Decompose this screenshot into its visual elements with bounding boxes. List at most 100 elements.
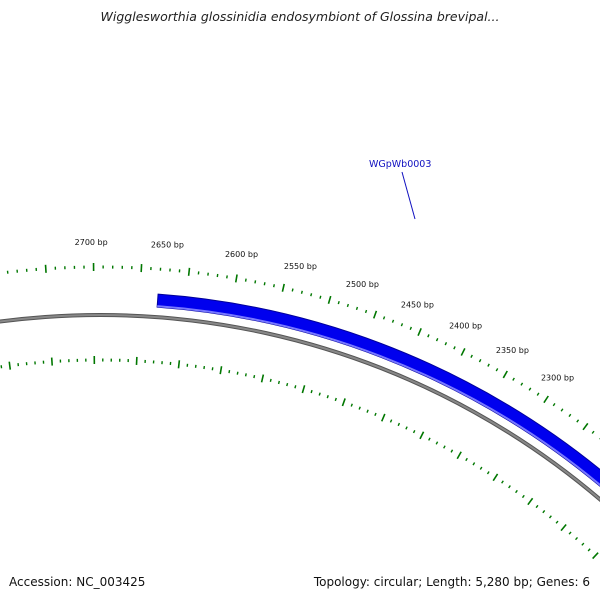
outer-minor-tick xyxy=(300,290,303,294)
inner-minor-tick xyxy=(405,426,408,430)
scale-label: 2300 bp xyxy=(541,374,574,383)
inner-minor-tick xyxy=(435,441,439,445)
inner-minor-tick xyxy=(508,485,511,489)
outer-major-tick xyxy=(502,370,508,379)
outer-minor-tick xyxy=(495,368,499,372)
inner-minor-tick xyxy=(244,373,247,377)
outer-major-tick xyxy=(372,310,378,319)
inner-minor-tick xyxy=(236,371,239,375)
inner-minor-tick xyxy=(374,412,377,417)
gene-arc[interactable] xyxy=(156,293,600,533)
scale-label: 2650 bp xyxy=(151,241,184,250)
inner-minor-tick xyxy=(389,419,393,423)
outer-minor-tick xyxy=(364,309,368,314)
inner-minor-tick xyxy=(443,445,446,449)
scale-label: 2700 bp xyxy=(75,238,108,247)
inner-minor-tick xyxy=(465,457,468,462)
outer-minor-tick xyxy=(409,326,413,330)
map-title: Wigglesworthia glossinidia endosymbiont … xyxy=(100,9,500,24)
accession-label: Accession: NC_003425 xyxy=(9,575,146,589)
inner-minor-tick xyxy=(228,370,231,374)
outer-minor-tick xyxy=(444,342,448,346)
outer-minor-tick xyxy=(453,346,456,350)
inner-major-tick xyxy=(50,357,54,366)
outer-minor-tick xyxy=(427,334,430,338)
scale-label: 2350 bp xyxy=(496,346,529,355)
outer-minor-tick xyxy=(400,323,404,327)
inner-minor-tick xyxy=(269,378,272,383)
inner-minor-tick xyxy=(334,397,337,402)
inner-minor-tick xyxy=(350,403,353,407)
outer-major-tick xyxy=(327,295,332,304)
outer-minor-tick xyxy=(560,408,564,412)
inner-minor-tick xyxy=(574,536,579,541)
outer-minor-tick xyxy=(263,282,266,286)
inner-minor-tick xyxy=(366,409,369,413)
inner-minor-tick xyxy=(294,385,297,389)
inner-major-tick xyxy=(527,497,534,506)
inner-minor-tick xyxy=(277,380,280,385)
scale-label: 2600 bp xyxy=(225,250,258,259)
inner-minor-tick xyxy=(486,471,490,475)
outer-minor-tick xyxy=(528,387,532,391)
gene-arc-inner-edge xyxy=(157,305,600,487)
outer-minor-tick xyxy=(272,284,275,288)
inner-major-tick xyxy=(456,451,462,460)
inner-major-tick xyxy=(260,374,265,383)
outer-minor-tick xyxy=(391,319,395,323)
inner-minor-tick xyxy=(450,449,454,453)
inner-major-tick xyxy=(592,552,599,560)
outer-minor-tick xyxy=(435,338,439,342)
inner-minor-tick xyxy=(326,395,329,399)
outer-major-tick xyxy=(582,422,589,431)
inner-minor-tick xyxy=(310,389,313,394)
inner-minor-tick xyxy=(548,515,552,519)
outer-minor-tick xyxy=(487,363,490,367)
inner-minor-tick xyxy=(555,520,559,524)
inner-minor-tick xyxy=(397,422,401,427)
inner-scale-ticks xyxy=(0,356,600,563)
inner-minor-tick xyxy=(358,406,361,410)
inner-minor-tick xyxy=(318,392,321,396)
outer-minor-tick xyxy=(470,354,473,358)
outer-minor-tick xyxy=(568,413,572,418)
inner-minor-tick xyxy=(412,429,416,434)
outer-minor-tick xyxy=(310,293,313,297)
inner-minor-tick xyxy=(479,466,483,470)
outer-minor-tick xyxy=(576,419,580,423)
outer-major-tick xyxy=(44,264,47,273)
gene-leader-line xyxy=(401,171,416,220)
outer-minor-tick xyxy=(337,300,340,305)
inner-minor-tick xyxy=(535,504,539,509)
inner-major-tick xyxy=(492,473,499,482)
inner-minor-tick xyxy=(286,382,289,387)
outer-minor-tick xyxy=(512,377,515,381)
inner-minor-tick xyxy=(568,531,572,535)
outer-minor-tick xyxy=(552,402,556,407)
inner-major-tick xyxy=(301,385,306,394)
outer-major-tick xyxy=(281,283,285,292)
outer-minor-tick xyxy=(355,306,359,311)
inner-minor-tick xyxy=(515,489,518,494)
scale-label: 2550 bp xyxy=(284,262,317,271)
scale-label: 2500 bp xyxy=(346,280,379,289)
outer-minor-tick xyxy=(520,382,524,386)
outer-major-tick xyxy=(460,348,466,356)
inner-minor-tick xyxy=(472,462,476,466)
outer-minor-tick xyxy=(346,303,350,308)
outer-major-tick xyxy=(234,274,238,283)
outer-major-tick xyxy=(187,267,191,276)
topology-summary: Topology: circular; Length: 5,280 bp; Ge… xyxy=(313,575,590,589)
inner-major-tick xyxy=(560,523,567,532)
inner-minor-tick xyxy=(521,494,525,499)
inner-major-tick xyxy=(341,398,346,407)
scale-labels: 2300 bp 2350 bp 2400 bp 2450 bp 2500 bp 2550 … xyxy=(75,238,574,383)
outer-minor-tick xyxy=(254,280,257,284)
outer-minor-tick xyxy=(478,359,482,363)
outer-minor-tick xyxy=(536,392,540,396)
outer-major-tick xyxy=(417,328,422,337)
backbone xyxy=(0,314,600,501)
inner-minor-tick xyxy=(542,510,546,514)
gene-label[interactable]: WGpWb0003 xyxy=(369,159,431,170)
inner-minor-tick xyxy=(581,542,585,546)
